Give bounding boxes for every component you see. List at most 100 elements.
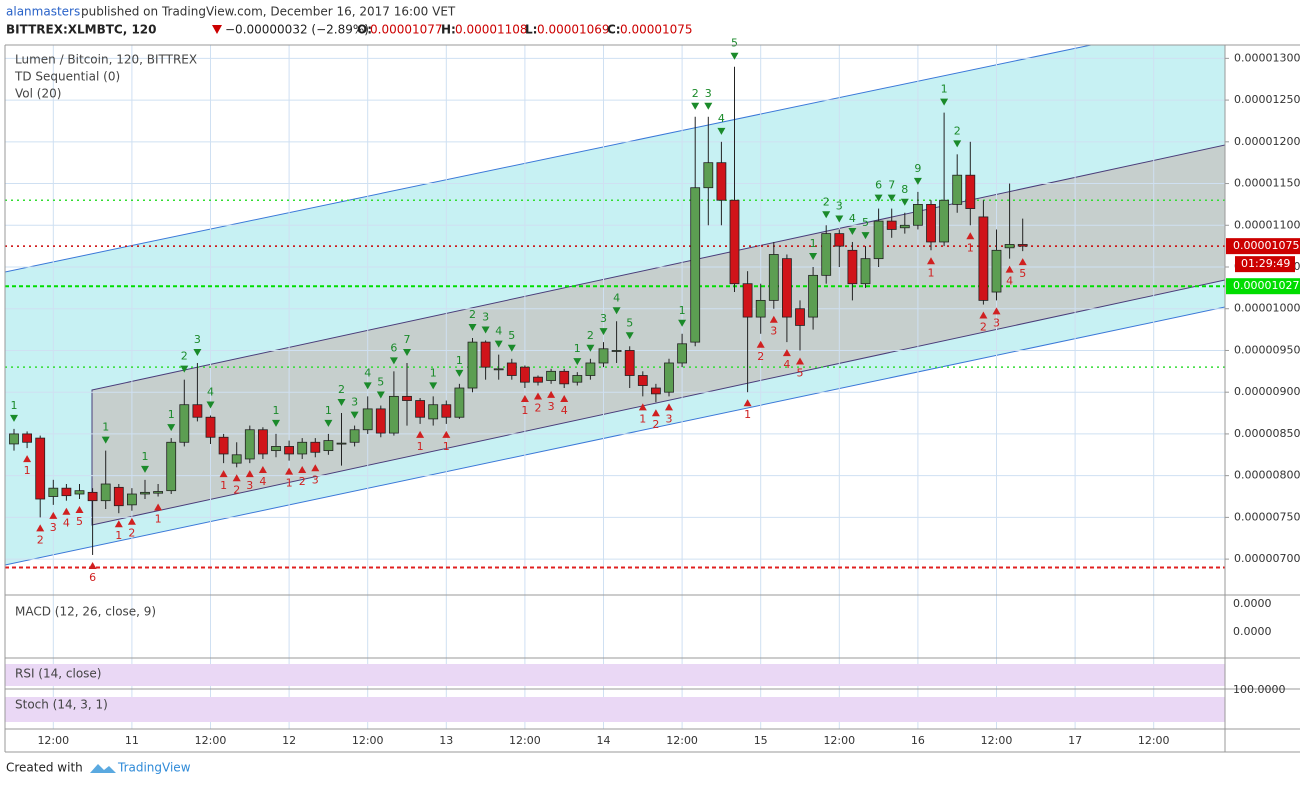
indicator-label: Stoch (14, 3, 1) — [15, 698, 108, 712]
td-marker — [206, 401, 215, 409]
candle-body — [742, 283, 753, 318]
td-marker — [900, 198, 909, 206]
td-label: 3 — [770, 325, 777, 338]
candle-body — [218, 436, 229, 455]
rsi-band — [5, 664, 1225, 686]
y-tick-label: 0.00001250 — [1234, 93, 1300, 106]
td-label: 6 — [89, 571, 96, 584]
candle-body — [572, 375, 583, 383]
indicator-label: RSI (14, close) — [15, 667, 101, 681]
td-marker — [363, 382, 372, 390]
created-with: Created with — [6, 761, 83, 775]
td-label: 8 — [901, 183, 908, 196]
td-marker — [455, 369, 464, 377]
td-marker — [507, 344, 516, 352]
candle-body — [1004, 244, 1015, 249]
td-marker — [638, 403, 647, 411]
td-marker — [913, 177, 922, 185]
candle-body — [297, 441, 308, 455]
down-arrow — [212, 25, 222, 34]
candle-body — [310, 441, 321, 453]
author[interactable]: alanmasters — [6, 5, 80, 19]
td-label: 3 — [194, 333, 201, 346]
axis-label: 100.0000 — [1233, 683, 1286, 696]
price-label-box — [1226, 278, 1300, 295]
candle-body — [113, 486, 124, 507]
td-marker — [848, 227, 857, 235]
low-value: 0.00001069 — [537, 23, 610, 37]
candle-body — [899, 224, 910, 229]
y-tick-label: 0.00000950 — [1234, 343, 1300, 356]
h-label: H: — [441, 23, 456, 37]
x-tick-label: 12:00 — [981, 734, 1013, 747]
td-marker — [36, 524, 45, 532]
close-value: 0.00001075 — [620, 23, 693, 37]
c-label: C: — [607, 23, 621, 37]
td-label: 5 — [797, 366, 804, 379]
candle-body — [493, 368, 504, 371]
td-label: 2 — [233, 483, 240, 496]
published: published on TradingView.com, December 1… — [81, 5, 456, 19]
td-marker — [966, 232, 975, 240]
candle-body — [166, 441, 177, 492]
td-marker — [874, 194, 883, 202]
td-marker — [992, 307, 1001, 315]
candle-body — [729, 199, 740, 285]
y-tick-label: 0.00000800 — [1234, 469, 1300, 482]
candle-body — [336, 442, 347, 445]
td-label: 5 — [731, 37, 738, 50]
td-marker — [940, 98, 949, 106]
candle-body — [637, 375, 648, 386]
candle-body — [926, 204, 936, 243]
x-tick-label: 17 — [1068, 734, 1082, 747]
td-label: 4 — [561, 404, 568, 417]
td-label: 2 — [587, 329, 594, 342]
open-value: 0.00001077 — [370, 23, 443, 37]
td-marker — [534, 392, 542, 400]
td-marker — [403, 348, 411, 356]
td-marker — [114, 520, 123, 528]
indicator-label: TD Sequential (0) — [14, 70, 120, 84]
countdown: 01:29:49 — [1241, 257, 1290, 270]
td-marker — [625, 332, 634, 340]
td-marker — [442, 430, 451, 438]
td-label: 6 — [875, 179, 882, 192]
td-label: 3 — [705, 87, 712, 100]
td-label: 4 — [1006, 275, 1013, 288]
td-label: 5 — [377, 376, 384, 389]
td-label: 4 — [849, 212, 856, 225]
y-tick-label: 0.00000700 — [1234, 552, 1300, 565]
pane-title: Lumen / Bitcoin, 120, BITTREX — [15, 53, 197, 67]
td-label: 1 — [521, 404, 528, 417]
td-label: 4 — [783, 358, 790, 371]
candle-body — [782, 258, 792, 318]
candle-body — [35, 437, 46, 500]
td-label: 1 — [325, 404, 332, 417]
td-marker — [835, 215, 844, 223]
td-marker — [1018, 258, 1027, 266]
td-label: 3 — [312, 473, 319, 486]
td-marker — [62, 507, 71, 515]
candle-body — [506, 362, 517, 376]
td-marker — [782, 349, 791, 357]
td-label: 5 — [508, 329, 515, 342]
brand[interactable]: TradingView — [117, 761, 191, 775]
countdown-box — [1235, 256, 1295, 273]
td-label: 1 — [967, 241, 974, 254]
td-marker — [232, 474, 241, 482]
candle-body — [611, 350, 622, 352]
td-marker — [717, 127, 726, 135]
td-marker — [599, 328, 608, 336]
candle-body — [271, 446, 281, 452]
td-marker — [547, 390, 556, 398]
candle-body — [703, 162, 714, 189]
td-label: 1 — [417, 440, 424, 453]
high-value: 0.00001108 — [455, 23, 528, 37]
td-label: 1 — [220, 479, 227, 492]
td-marker — [298, 465, 307, 473]
td-marker — [678, 319, 687, 327]
candle-body — [415, 400, 426, 418]
x-tick-label: 12:00 — [509, 734, 541, 747]
candle-body — [768, 254, 779, 301]
grid — [5, 45, 1225, 729]
